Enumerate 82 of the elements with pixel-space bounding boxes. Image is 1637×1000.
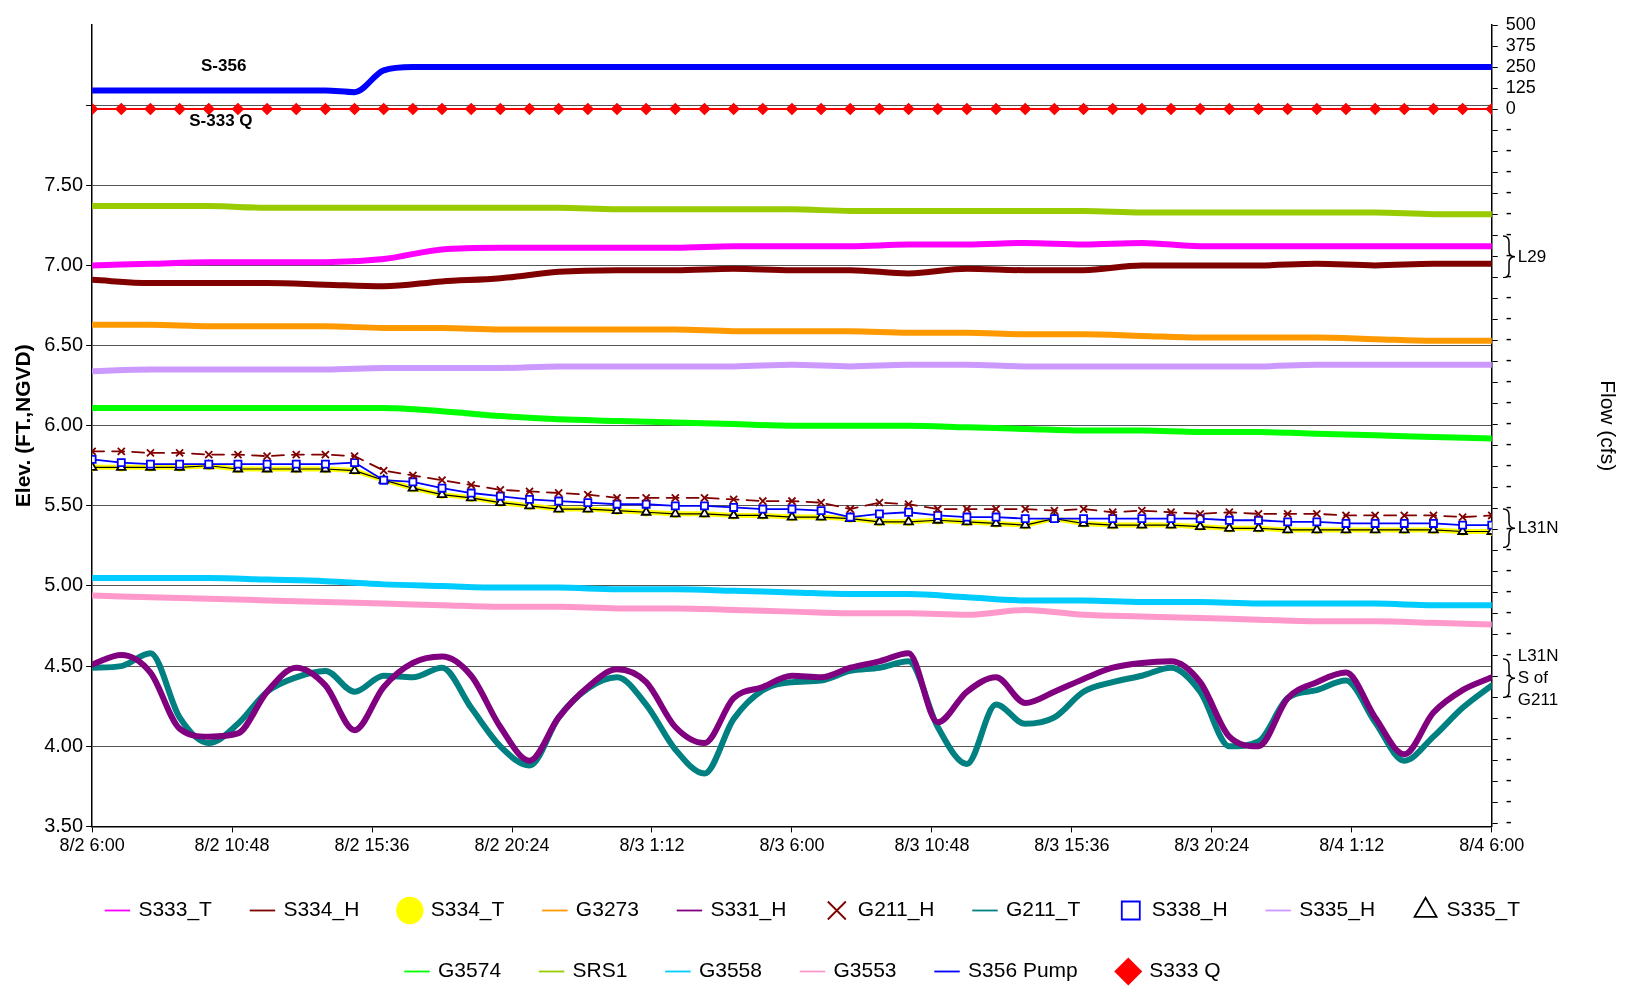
legend-label: SRS1 [572,958,628,982]
legend-label: S356 Pump [968,958,1078,982]
y-axis-title: Elev. (FT.,NGVD) [11,344,35,508]
legend-label: S338_H [1151,897,1228,922]
y2-tick-label: 125 [1505,76,1536,97]
y2-tick-label: - [1505,223,1512,244]
y2-tick-label: - [1505,517,1512,538]
y2-tick-label: - [1505,475,1512,496]
legend-label: S335_H [1299,897,1376,922]
y2-tick-label: - [1505,244,1512,265]
y2-tick-label: - [1505,623,1512,643]
legend-label: G3574 [438,958,502,982]
annotation: S-333 Q [189,111,253,132]
legend-label: S333_T [138,897,213,922]
y2-tick-label: 250 [1505,55,1536,76]
y-tick-label: 5.00 [44,573,84,596]
legend-label: S331_H [710,897,787,922]
legend-label: G3273 [575,897,639,921]
y2-tick-label: - [1505,328,1512,349]
y2-tick-label: - [1505,370,1512,391]
y2-tick-label: - [1505,286,1512,307]
y2-tick-label: - [1505,454,1512,475]
y2-tick-label: - [1505,560,1512,580]
y-tick-label: 5.50 [44,493,84,516]
y2-tick-label: - [1505,139,1512,160]
x-tick-label: 8/2 15:36 [334,835,410,856]
text: L29 [1517,245,1548,268]
x-tick-label: 8/2 6:00 [59,835,125,856]
y2-tick-label: - [1505,812,1512,833]
y-tick-label: 7.00 [44,252,84,275]
legend-label: G3553 [833,958,897,982]
y2-tick-label: - [1505,770,1512,791]
text: L31N [1517,517,1560,540]
y2-tick-label: - [1505,749,1512,770]
y2-tick-label: - [1505,118,1512,139]
x-tick-label: 8/3 20:24 [1174,835,1250,856]
y2-tick-label: - [1505,202,1512,223]
y2-tick-label: 375 [1505,34,1536,55]
y2-tick-label: - [1505,391,1512,412]
y2-tick-label: - [1505,181,1512,202]
annotation: S-356 [201,55,247,76]
legend-label: S335_T [1446,897,1521,922]
y2-tick-label: - [1505,160,1512,181]
legend-label: S334_T [430,897,505,922]
y2-tick-label: - [1505,307,1512,328]
y2-tick-label: - [1505,265,1512,286]
y2-tick-label: 0 [1505,97,1516,118]
y-tick-label: 4.50 [44,653,84,676]
y2-tick-label: - [1505,349,1512,370]
legend-label: G211_T [1005,897,1081,922]
y2-tick-label: - [1505,496,1512,517]
legend-label: G211_H [857,897,935,922]
legend-label: S333 Q [1149,958,1221,982]
y-tick-label: 3.50 [44,813,84,836]
y2-axis-title: Flow (cfs) [1596,380,1620,472]
legend-label: G3558 [698,958,762,982]
y2-tick-label: - [1505,412,1512,433]
y-tick-label: 6.00 [44,413,84,436]
y2-tick-label: - [1505,602,1512,622]
x-tick-label: 8/2 20:24 [474,835,550,856]
y-tick-label: 7.50 [44,172,84,195]
text: L31N S of G211 [1517,645,1560,712]
y-tick-label: 4.00 [44,733,84,756]
y2-tick-label: - [1505,707,1512,727]
y2-tick-label: - [1505,686,1512,706]
x-tick-label: 8/2 10:48 [194,835,270,856]
x-tick-label: 8/4 6:00 [1459,835,1525,856]
x-tick-label: 8/3 1:12 [619,835,685,856]
x-tick-label: 8/3 10:48 [894,835,970,856]
y-tick-label: 6.50 [44,333,84,356]
y2-tick-label: - [1505,581,1512,601]
y2-tick-label: 500 [1505,13,1536,34]
x-tick-label: 8/3 15:36 [1034,835,1110,856]
y2-tick-label: - [1505,728,1512,748]
x-tick-label: 8/3 6:00 [759,835,825,856]
y2-tick-label: - [1505,433,1512,454]
y2-tick-label: - [1505,665,1512,685]
x-tick-label: 8/4 1:12 [1319,835,1385,856]
y2-tick-label: - [1505,644,1512,664]
legend-label: S334_H [283,897,360,922]
y2-tick-label: - [1505,791,1512,812]
y2-tick-label: - [1505,538,1512,559]
